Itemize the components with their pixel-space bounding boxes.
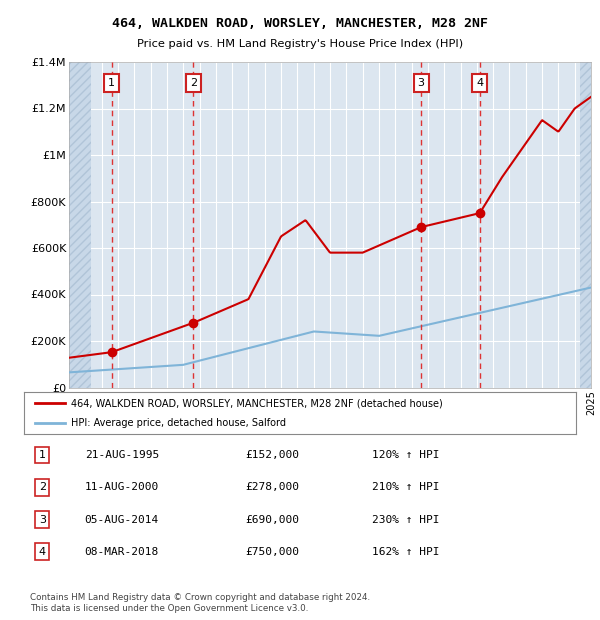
Text: £690,000: £690,000 [245, 515, 299, 525]
Text: £152,000: £152,000 [245, 450, 299, 460]
Text: 05-AUG-2014: 05-AUG-2014 [85, 515, 159, 525]
Text: 08-MAR-2018: 08-MAR-2018 [85, 547, 159, 557]
Text: 162% ↑ HPI: 162% ↑ HPI [372, 547, 439, 557]
Text: HPI: Average price, detached house, Salford: HPI: Average price, detached house, Salf… [71, 418, 286, 428]
Text: 1: 1 [108, 78, 115, 88]
Text: £750,000: £750,000 [245, 547, 299, 557]
Text: 120% ↑ HPI: 120% ↑ HPI [372, 450, 439, 460]
Bar [580, 62, 600, 388]
Text: 1: 1 [39, 450, 46, 460]
Text: Contains HM Land Registry data © Crown copyright and database right 2024.
This d: Contains HM Land Registry data © Crown c… [30, 593, 370, 613]
Bar [69, 62, 91, 388]
Text: 464, WALKDEN ROAD, WORSLEY, MANCHESTER, M28 2NF (detached house): 464, WALKDEN ROAD, WORSLEY, MANCHESTER, … [71, 398, 443, 408]
Text: 2: 2 [190, 78, 197, 88]
Text: 230% ↑ HPI: 230% ↑ HPI [372, 515, 439, 525]
Text: 4: 4 [38, 547, 46, 557]
Text: 3: 3 [418, 78, 425, 88]
Text: £278,000: £278,000 [245, 482, 299, 492]
Text: 464, WALKDEN ROAD, WORSLEY, MANCHESTER, M28 2NF: 464, WALKDEN ROAD, WORSLEY, MANCHESTER, … [112, 17, 488, 30]
Text: 210% ↑ HPI: 210% ↑ HPI [372, 482, 439, 492]
Text: 2: 2 [38, 482, 46, 492]
Text: Price paid vs. HM Land Registry's House Price Index (HPI): Price paid vs. HM Land Registry's House … [137, 39, 463, 49]
Text: 3: 3 [39, 515, 46, 525]
Text: 21-AUG-1995: 21-AUG-1995 [85, 450, 159, 460]
Text: 11-AUG-2000: 11-AUG-2000 [85, 482, 159, 492]
Text: 4: 4 [476, 78, 484, 88]
